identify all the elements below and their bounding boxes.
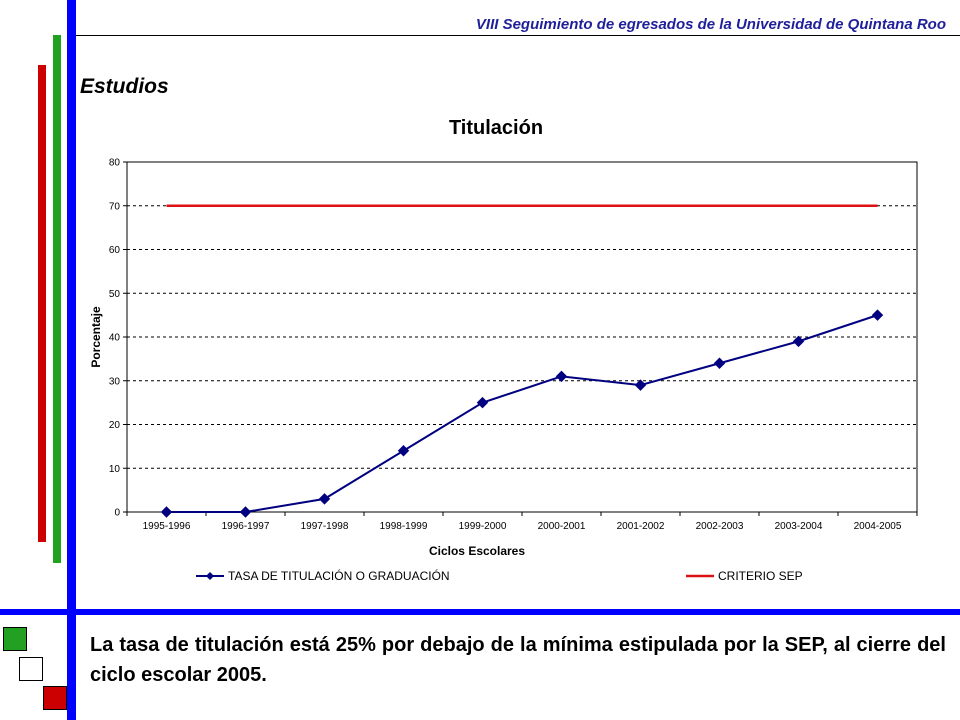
y-tick-label: 20 (109, 420, 121, 431)
legend-label: CRITERIO SEP (718, 569, 803, 583)
x-tick-label: 1996-1997 (222, 521, 270, 532)
data-point (476, 396, 489, 409)
x-tick-label: 2001-2002 (617, 521, 665, 532)
data-point (555, 370, 568, 383)
y-tick-label: 50 (109, 289, 121, 300)
x-tick-label: 2004-2005 (854, 521, 902, 532)
data-point (792, 335, 805, 348)
x-axis-title: Ciclos Escolares (429, 544, 525, 558)
blue-vertical-bar (67, 0, 76, 720)
red-vertical-bar (38, 65, 46, 542)
data-point (634, 379, 647, 391)
summary-text: La tasa de titulación está 25% por debaj… (90, 634, 946, 686)
data-point (160, 506, 173, 518)
header-title: VIII Seguimiento de egresados de la Univ… (475, 16, 946, 33)
data-point (239, 506, 252, 518)
header-rule (76, 35, 960, 36)
x-tick-label: 1997-1998 (301, 521, 349, 532)
tasa-titulacion-line (166, 314, 878, 513)
y-tick-label: 0 (114, 508, 120, 519)
white-square (19, 657, 43, 681)
line-chart: Titulación 0 10 20 30 40 50 60 70 80 1995-1996 199… (89, 117, 918, 583)
data-point (397, 445, 410, 457)
y-tick-label: 30 (109, 376, 121, 387)
legend: TASA DE TITULACIÓN O GRADUACIÓN CRITERIO … (196, 568, 803, 583)
x-tick-label: 1995-1996 (143, 521, 191, 532)
x-tick-label: 1999-2000 (459, 521, 507, 532)
y-tick-label: 40 (109, 333, 121, 344)
y-axis-title: Porcentaje (89, 306, 103, 368)
section-title: Estudios (80, 75, 169, 98)
legend-label: TASA DE TITULACIÓN O GRADUACIÓN (228, 568, 450, 583)
green-square (3, 627, 27, 651)
y-tick-label: 10 (109, 464, 121, 475)
y-tick-label: 70 (109, 201, 121, 212)
series-layer (160, 204, 884, 518)
y-tick-label: 60 (109, 245, 121, 256)
y-tick-label: 80 (109, 158, 121, 169)
x-tick-label: 1998-1999 (380, 521, 428, 532)
legend-marker (206, 572, 214, 580)
axes: 0 10 20 30 40 50 60 70 80 1995-1996 1996-1997 1997-… (109, 158, 918, 532)
bottom-rule (0, 609, 960, 615)
chart-title: Titulación (449, 117, 543, 139)
x-tick-label: 2000-2001 (538, 521, 586, 532)
data-point (318, 493, 331, 505)
x-tick-label: 2002-2003 (696, 521, 744, 532)
red-square (43, 686, 67, 710)
x-tick-label: 2003-2004 (775, 521, 823, 532)
data-point (871, 309, 884, 321)
data-point (713, 357, 726, 369)
green-vertical-bar (53, 35, 61, 563)
